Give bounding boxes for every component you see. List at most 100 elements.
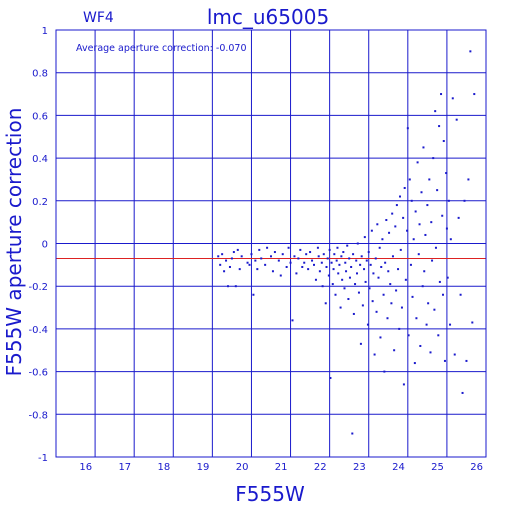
data-point xyxy=(361,304,364,307)
data-point xyxy=(252,293,255,296)
data-point xyxy=(228,265,231,268)
data-point xyxy=(225,259,228,262)
data-point xyxy=(402,216,405,219)
data-point xyxy=(409,263,412,266)
data-point xyxy=(381,238,384,241)
data-point xyxy=(287,246,290,249)
y-tick-label: -0.2 xyxy=(28,282,48,293)
x-tick-label: 18 xyxy=(158,462,171,473)
data-point xyxy=(387,270,390,273)
data-point xyxy=(469,50,472,53)
data-point xyxy=(352,253,355,256)
x-tick-label: 21 xyxy=(275,462,288,473)
y-tick-label: 1 xyxy=(42,26,48,37)
data-point xyxy=(391,212,394,215)
data-point xyxy=(335,259,338,262)
data-point xyxy=(438,125,441,128)
data-point xyxy=(334,293,337,296)
data-point xyxy=(227,285,229,288)
data-point xyxy=(344,261,347,264)
reference-lines xyxy=(56,243,486,259)
data-point xyxy=(348,257,351,260)
data-point xyxy=(258,248,261,251)
y-tick-label: 0.6 xyxy=(32,111,48,122)
data-point xyxy=(388,231,391,234)
data-point xyxy=(343,287,346,290)
data-point xyxy=(279,274,282,277)
data-point xyxy=(407,334,410,337)
x-tick-label: 25 xyxy=(431,462,444,473)
data-point xyxy=(337,272,340,275)
data-point xyxy=(236,248,239,251)
data-point xyxy=(465,359,468,362)
data-point xyxy=(219,263,222,266)
data-point xyxy=(445,227,448,230)
data-point xyxy=(301,265,304,268)
data-point xyxy=(325,265,328,268)
data-point xyxy=(371,300,374,303)
data-point xyxy=(351,432,354,435)
chip-label: WF4 xyxy=(83,10,114,26)
data-point xyxy=(415,317,418,320)
data-point xyxy=(352,312,355,315)
data-point xyxy=(471,321,474,324)
data-point xyxy=(443,359,446,362)
data-point xyxy=(399,195,401,198)
plot-frame xyxy=(55,29,487,458)
data-point xyxy=(473,93,476,96)
data-point xyxy=(363,268,366,271)
x-axis-label: F555W xyxy=(235,482,305,506)
data-point xyxy=(442,140,445,143)
x-tick-label: 19 xyxy=(197,462,210,473)
data-point xyxy=(418,223,421,226)
data-point xyxy=(370,229,373,232)
data-point xyxy=(394,225,397,228)
data-point xyxy=(230,257,233,260)
y-tick-label: 0 xyxy=(42,240,48,251)
data-point xyxy=(330,261,333,264)
data-point xyxy=(359,342,362,345)
data-point xyxy=(385,219,388,222)
data-point xyxy=(390,302,393,305)
data-point xyxy=(428,178,431,181)
data-point xyxy=(431,259,434,262)
y-tick-label: 0.8 xyxy=(32,69,48,80)
data-point xyxy=(378,246,381,249)
data-point xyxy=(331,283,334,286)
data-point xyxy=(386,317,389,320)
data-point xyxy=(372,272,375,275)
x-tick-label: 17 xyxy=(118,462,131,473)
data-point xyxy=(350,265,353,268)
data-point xyxy=(453,353,456,356)
data-point xyxy=(293,255,296,258)
data-point xyxy=(321,285,324,288)
data-point xyxy=(248,263,251,266)
data-point xyxy=(360,255,363,258)
data-point xyxy=(436,189,439,192)
data-point xyxy=(291,319,294,322)
data-point xyxy=(348,276,351,279)
x-tick-label: 16 xyxy=(79,462,92,473)
data-point xyxy=(333,253,336,256)
data-point xyxy=(311,259,314,262)
data-point xyxy=(342,251,345,254)
data-point xyxy=(327,274,330,277)
x-tick-label: 23 xyxy=(353,462,366,473)
data-point xyxy=(408,178,411,181)
data-point xyxy=(411,295,414,298)
data-point xyxy=(449,323,452,326)
data-point xyxy=(324,302,327,305)
data-point xyxy=(363,236,366,239)
data-point xyxy=(389,283,392,286)
data-point xyxy=(424,233,427,236)
data-point xyxy=(393,349,396,352)
data-point xyxy=(356,272,358,275)
data-point xyxy=(440,93,443,96)
x-tick-label: 24 xyxy=(392,462,405,473)
data-point xyxy=(313,263,315,266)
data-point xyxy=(295,272,298,275)
data-point xyxy=(427,302,430,305)
data-point xyxy=(264,263,267,266)
data-point xyxy=(240,255,243,258)
